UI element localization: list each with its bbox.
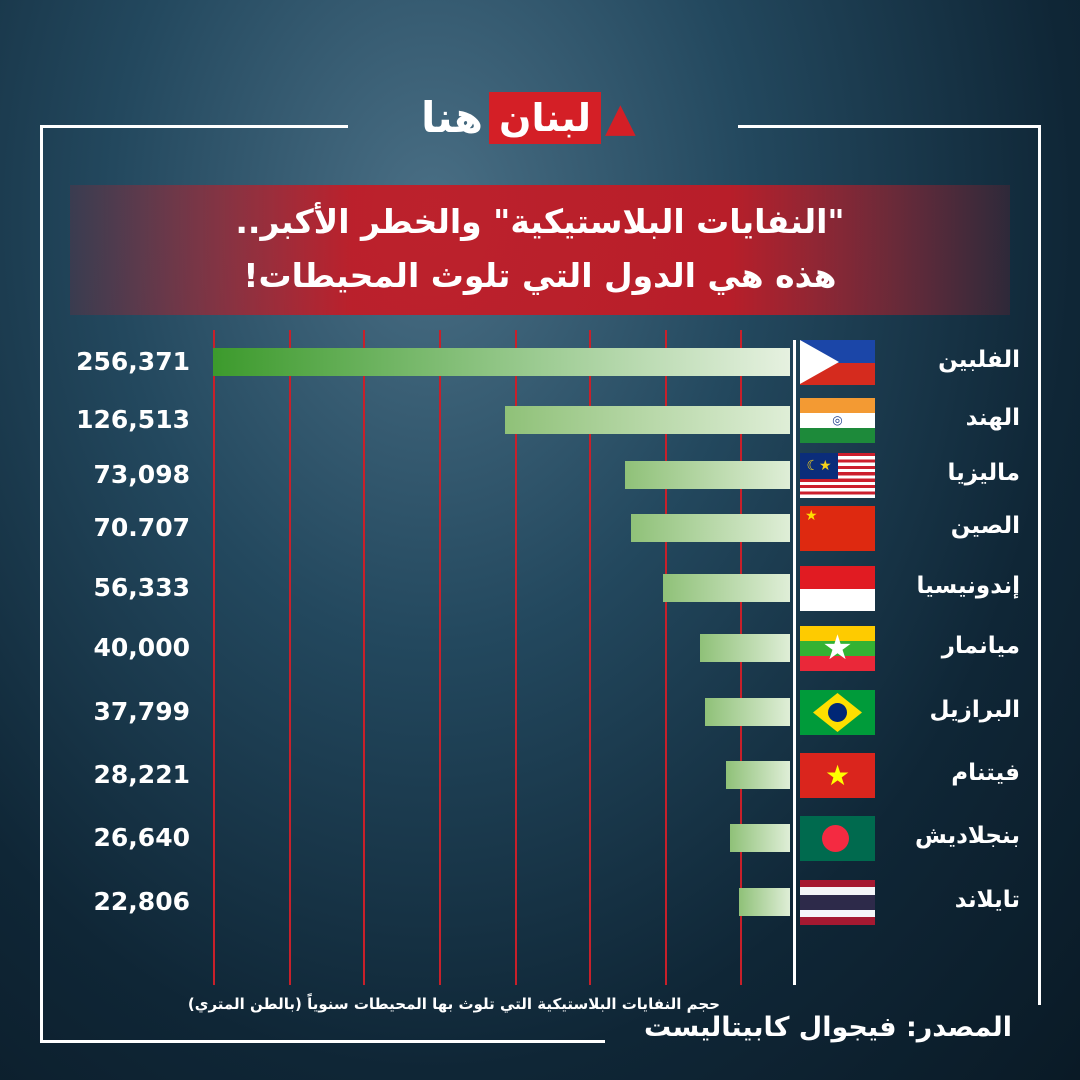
- country-label: بنجلاديش: [914, 823, 1020, 849]
- value-label: 126,513: [76, 405, 190, 434]
- country-label: ماليزيا: [947, 460, 1020, 486]
- bar: [663, 574, 790, 602]
- thailand-flag: [800, 880, 875, 925]
- gridline: [515, 330, 517, 985]
- value-label: 40,000: [93, 633, 190, 662]
- frame-left: [40, 125, 43, 1043]
- india-flag: ◎: [800, 398, 875, 443]
- bangladesh-flag: [800, 816, 875, 861]
- gridline: [213, 330, 215, 985]
- bar: [730, 824, 790, 852]
- gridline: [589, 330, 591, 985]
- value-label: 26,640: [93, 823, 190, 852]
- bar: [704, 698, 790, 726]
- bar: [738, 888, 790, 916]
- logo-dark: هنا: [421, 93, 484, 142]
- country-label: تايلاند: [954, 887, 1020, 913]
- country-label: إندونيسيا: [916, 573, 1020, 599]
- value-label: 37,799: [93, 697, 190, 726]
- bar: [699, 634, 790, 662]
- value-label: 256,371: [76, 347, 190, 376]
- x-axis-label: حجم النفايات البلاستيكية التي تلوث بها ا…: [187, 995, 720, 1013]
- malaysia-flag: ☾★: [800, 453, 875, 498]
- gridline: [289, 330, 291, 985]
- myanmar-flag: ★: [800, 626, 875, 671]
- vietnam-flag: ★: [800, 753, 875, 798]
- gridline: [363, 330, 365, 985]
- frame-right: [1038, 125, 1041, 1005]
- brazil-flag: [800, 690, 875, 735]
- value-label: 56,333: [93, 573, 190, 602]
- logo: ▲ لبنان هنا: [415, 85, 636, 150]
- source-note: المصدر: فيجوال كابيتاليست: [644, 1012, 1012, 1043]
- bar: [630, 514, 790, 542]
- frame-top-right: [738, 125, 1041, 128]
- country-label: الهند: [965, 405, 1020, 431]
- bar: [213, 348, 790, 376]
- title-banner: "النفايات البلاستيكية" والخطر الأكبر.. ه…: [70, 185, 1010, 315]
- bar: [505, 406, 790, 434]
- country-label: الصين: [950, 513, 1020, 539]
- title-line-1: "النفايات البلاستيكية" والخطر الأكبر..: [235, 202, 845, 241]
- value-label: 28,221: [93, 760, 190, 789]
- country-label: فيتنام: [951, 760, 1020, 786]
- philippines-flag: [800, 340, 875, 385]
- title-line-2: هذه هي الدول التي تلوث المحيطات!: [243, 256, 837, 295]
- y-axis-line: [793, 340, 796, 985]
- logo-red: لبنان: [489, 91, 602, 144]
- frame-bottom: [40, 1040, 605, 1043]
- country-label: الفلبين: [938, 347, 1020, 373]
- value-label: 70.707: [93, 513, 190, 542]
- country-label: البرازيل: [929, 697, 1020, 723]
- country-label: ميانمار: [941, 633, 1020, 659]
- frame-top-left: [40, 125, 348, 128]
- indonesia-flag: [800, 566, 875, 611]
- value-label: 73,098: [93, 460, 190, 489]
- cedar-icon: ▲: [605, 94, 636, 141]
- gridline: [665, 330, 667, 985]
- bar: [726, 761, 790, 789]
- bar: [625, 461, 790, 489]
- china-flag: ★: [800, 506, 875, 551]
- value-label: 22,806: [93, 887, 190, 916]
- gridline: [439, 330, 441, 985]
